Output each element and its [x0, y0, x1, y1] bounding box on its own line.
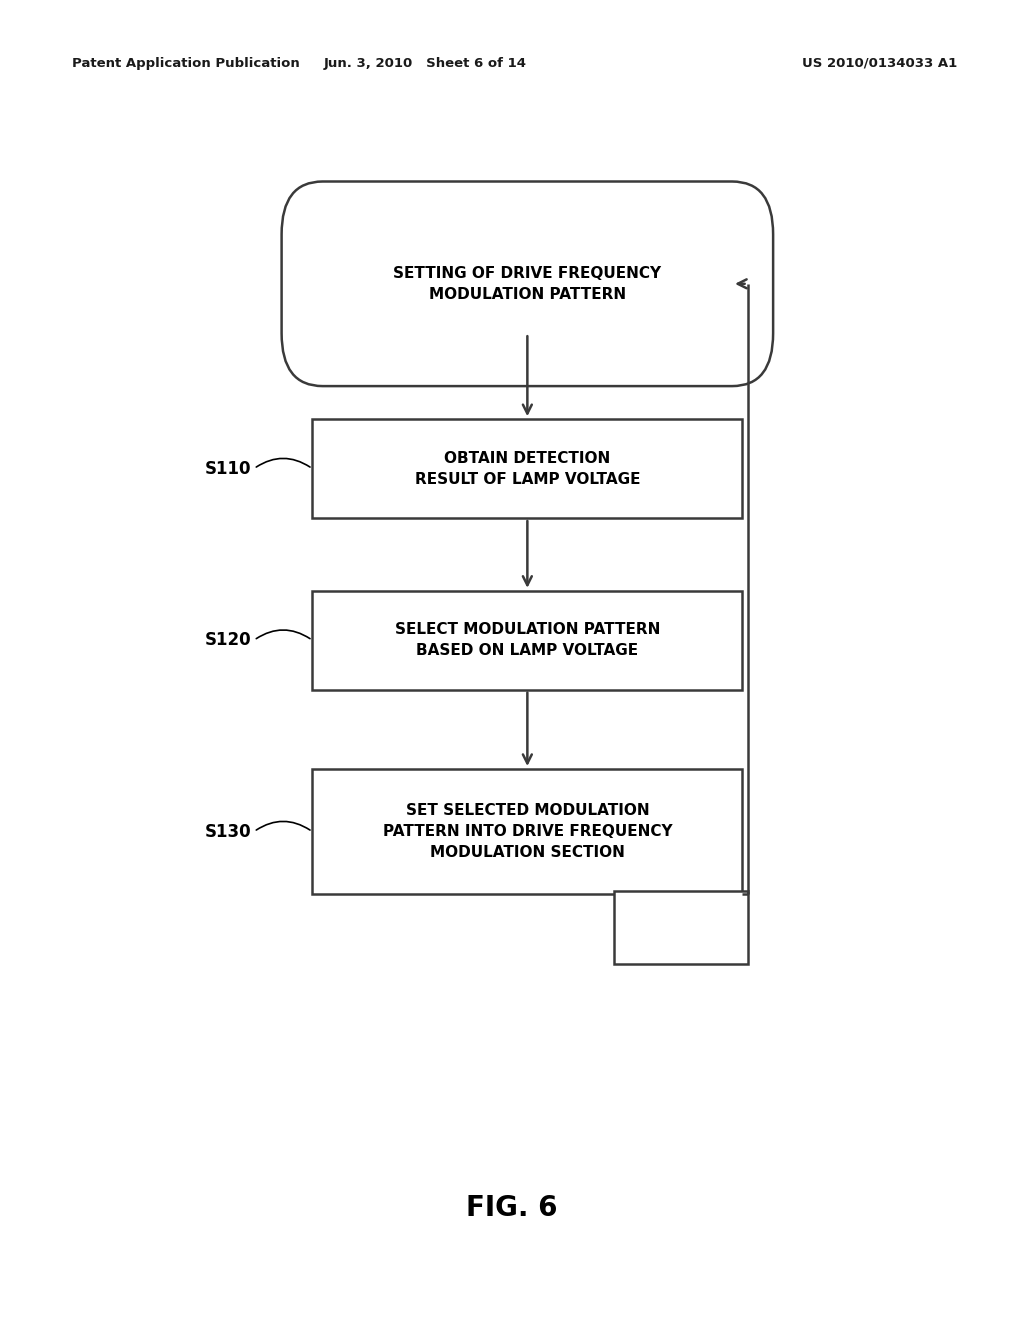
Text: Jun. 3, 2010   Sheet 6 of 14: Jun. 3, 2010 Sheet 6 of 14 — [324, 57, 526, 70]
FancyBboxPatch shape — [614, 891, 748, 964]
Text: Patent Application Publication: Patent Application Publication — [72, 57, 299, 70]
Text: S130: S130 — [205, 822, 252, 841]
Text: SET SELECTED MODULATION
PATTERN INTO DRIVE FREQUENCY
MODULATION SECTION: SET SELECTED MODULATION PATTERN INTO DRI… — [383, 803, 672, 861]
Text: SELECT MODULATION PATTERN
BASED ON LAMP VOLTAGE: SELECT MODULATION PATTERN BASED ON LAMP … — [394, 622, 660, 659]
FancyBboxPatch shape — [312, 768, 742, 895]
Text: SETTING OF DRIVE FREQUENCY
MODULATION PATTERN: SETTING OF DRIVE FREQUENCY MODULATION PA… — [393, 265, 662, 302]
FancyBboxPatch shape — [312, 591, 742, 689]
Text: S120: S120 — [205, 631, 252, 649]
Text: US 2010/0134033 A1: US 2010/0134033 A1 — [802, 57, 957, 70]
FancyBboxPatch shape — [282, 181, 773, 385]
Text: OBTAIN DETECTION
RESULT OF LAMP VOLTAGE: OBTAIN DETECTION RESULT OF LAMP VOLTAGE — [415, 450, 640, 487]
Text: FIG. 6: FIG. 6 — [466, 1193, 558, 1222]
FancyBboxPatch shape — [312, 420, 742, 517]
Text: S110: S110 — [205, 459, 251, 478]
